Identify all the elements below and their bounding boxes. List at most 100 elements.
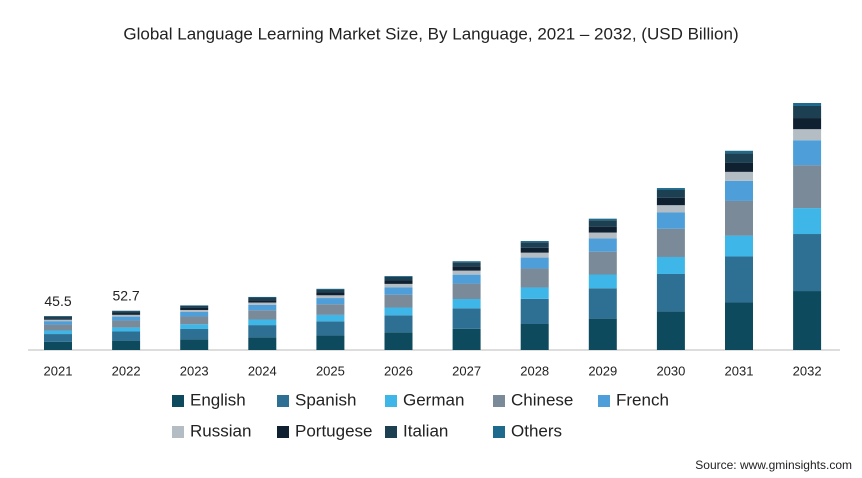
x-tick-label: 2023: [180, 363, 209, 378]
bar-segment: [793, 234, 822, 292]
bar-segment: [248, 337, 277, 350]
legend-label: English: [190, 390, 246, 409]
legend-swatch: [172, 395, 184, 407]
bar-segment: [452, 283, 481, 300]
legend-swatch: [493, 395, 505, 407]
bar-segment: [520, 242, 549, 248]
x-tick-label: 2027: [452, 363, 481, 378]
bar-segment: [44, 316, 72, 319]
bar-segment: [248, 302, 277, 305]
bar-segment: [316, 289, 345, 293]
bar-segment: [316, 314, 345, 322]
bar-segment: [725, 235, 753, 257]
bar-segment: [793, 129, 822, 141]
bar-segment: [452, 261, 481, 263]
legend-swatch: [172, 426, 184, 438]
bar-segment: [656, 228, 685, 257]
bar-segment: [384, 307, 413, 316]
bar-segment: [725, 153, 753, 163]
bar-segment: [520, 298, 549, 324]
bar-segment: [316, 304, 345, 315]
x-tick-label: 2022: [112, 363, 141, 378]
legend-swatch: [493, 426, 505, 438]
bar-segment: [44, 341, 72, 350]
bar-segment: [725, 302, 753, 350]
bar-segment: [452, 299, 481, 309]
bar-segment: [656, 256, 685, 274]
bar-segment: [452, 328, 481, 350]
bar-segment: [384, 287, 413, 295]
bar-segment: [725, 171, 753, 181]
bar-segment: [520, 252, 549, 258]
bar-segment: [180, 309, 209, 312]
legend-label: Russian: [190, 421, 251, 440]
bar-segment: [112, 327, 141, 332]
bar-segment: [656, 188, 685, 190]
bar-segment: [793, 103, 822, 106]
bar-segment: [520, 287, 549, 299]
bar-segment: [248, 310, 277, 320]
bar-segment: [384, 283, 413, 288]
bar-segment: [44, 321, 72, 325]
bar-segment: [180, 316, 209, 325]
bar-segment: [248, 319, 277, 326]
bar-segment: [248, 296, 277, 298]
bar-segment: [44, 334, 72, 342]
bar-segment: [112, 331, 141, 341]
legend-swatch: [385, 395, 397, 407]
total-label: 52.7: [112, 287, 139, 303]
bar-segment: [316, 288, 345, 290]
legend-label: Others: [511, 421, 562, 440]
bar-segment: [588, 238, 617, 252]
bar-segment: [384, 315, 413, 333]
bar-segment: [588, 232, 617, 239]
bar-segment: [656, 273, 685, 312]
bar-segment: [452, 262, 481, 267]
bar-segment: [793, 105, 822, 119]
legend-swatch: [598, 395, 610, 407]
bar-segment: [452, 308, 481, 329]
bar-segment: [520, 323, 549, 350]
bar-segment: [588, 218, 617, 221]
x-tick-label: 2030: [656, 363, 685, 378]
x-tick-label: 2021: [44, 363, 73, 378]
legend-label: Chinese: [511, 390, 573, 409]
legend-swatch: [277, 395, 289, 407]
bar-segment: [44, 324, 72, 331]
bar-segment: [588, 274, 617, 289]
bar-segment: [793, 118, 822, 130]
bar-segment: [180, 328, 209, 340]
bar-segment: [520, 257, 549, 269]
legend-label: French: [616, 390, 669, 409]
bar-segment: [112, 320, 141, 328]
x-tick-label: 2031: [725, 363, 754, 378]
bar-segment: [452, 274, 481, 284]
bar-segment: [725, 256, 753, 303]
bar-segment: [112, 340, 141, 350]
bar-segment: [793, 291, 822, 350]
bar-segment: [588, 251, 617, 275]
bar-segment: [248, 300, 277, 303]
bar-segment: [112, 316, 141, 321]
bar-segment: [180, 307, 209, 310]
bar-segment: [112, 311, 141, 314]
bar-segment: [452, 266, 481, 271]
bar-segment: [44, 318, 72, 320]
bar-segment: [588, 220, 617, 227]
bar-segment: [384, 276, 413, 281]
total-label: 45.5: [44, 293, 71, 309]
bar-segment: [316, 295, 345, 299]
bar-segment: [316, 292, 345, 296]
bar-segment: [656, 189, 685, 198]
x-tick-label: 2028: [520, 363, 549, 378]
bar-segment: [725, 162, 753, 172]
bar-segment: [793, 208, 822, 235]
bar-segment: [793, 140, 822, 166]
bar-segment: [725, 180, 753, 201]
bar-segment: [725, 200, 753, 236]
bar-segment: [180, 305, 209, 308]
chart-title: Global Language Learning Market Size, By…: [123, 24, 738, 43]
bar-segment: [384, 294, 413, 308]
bar-segment: [180, 339, 209, 350]
